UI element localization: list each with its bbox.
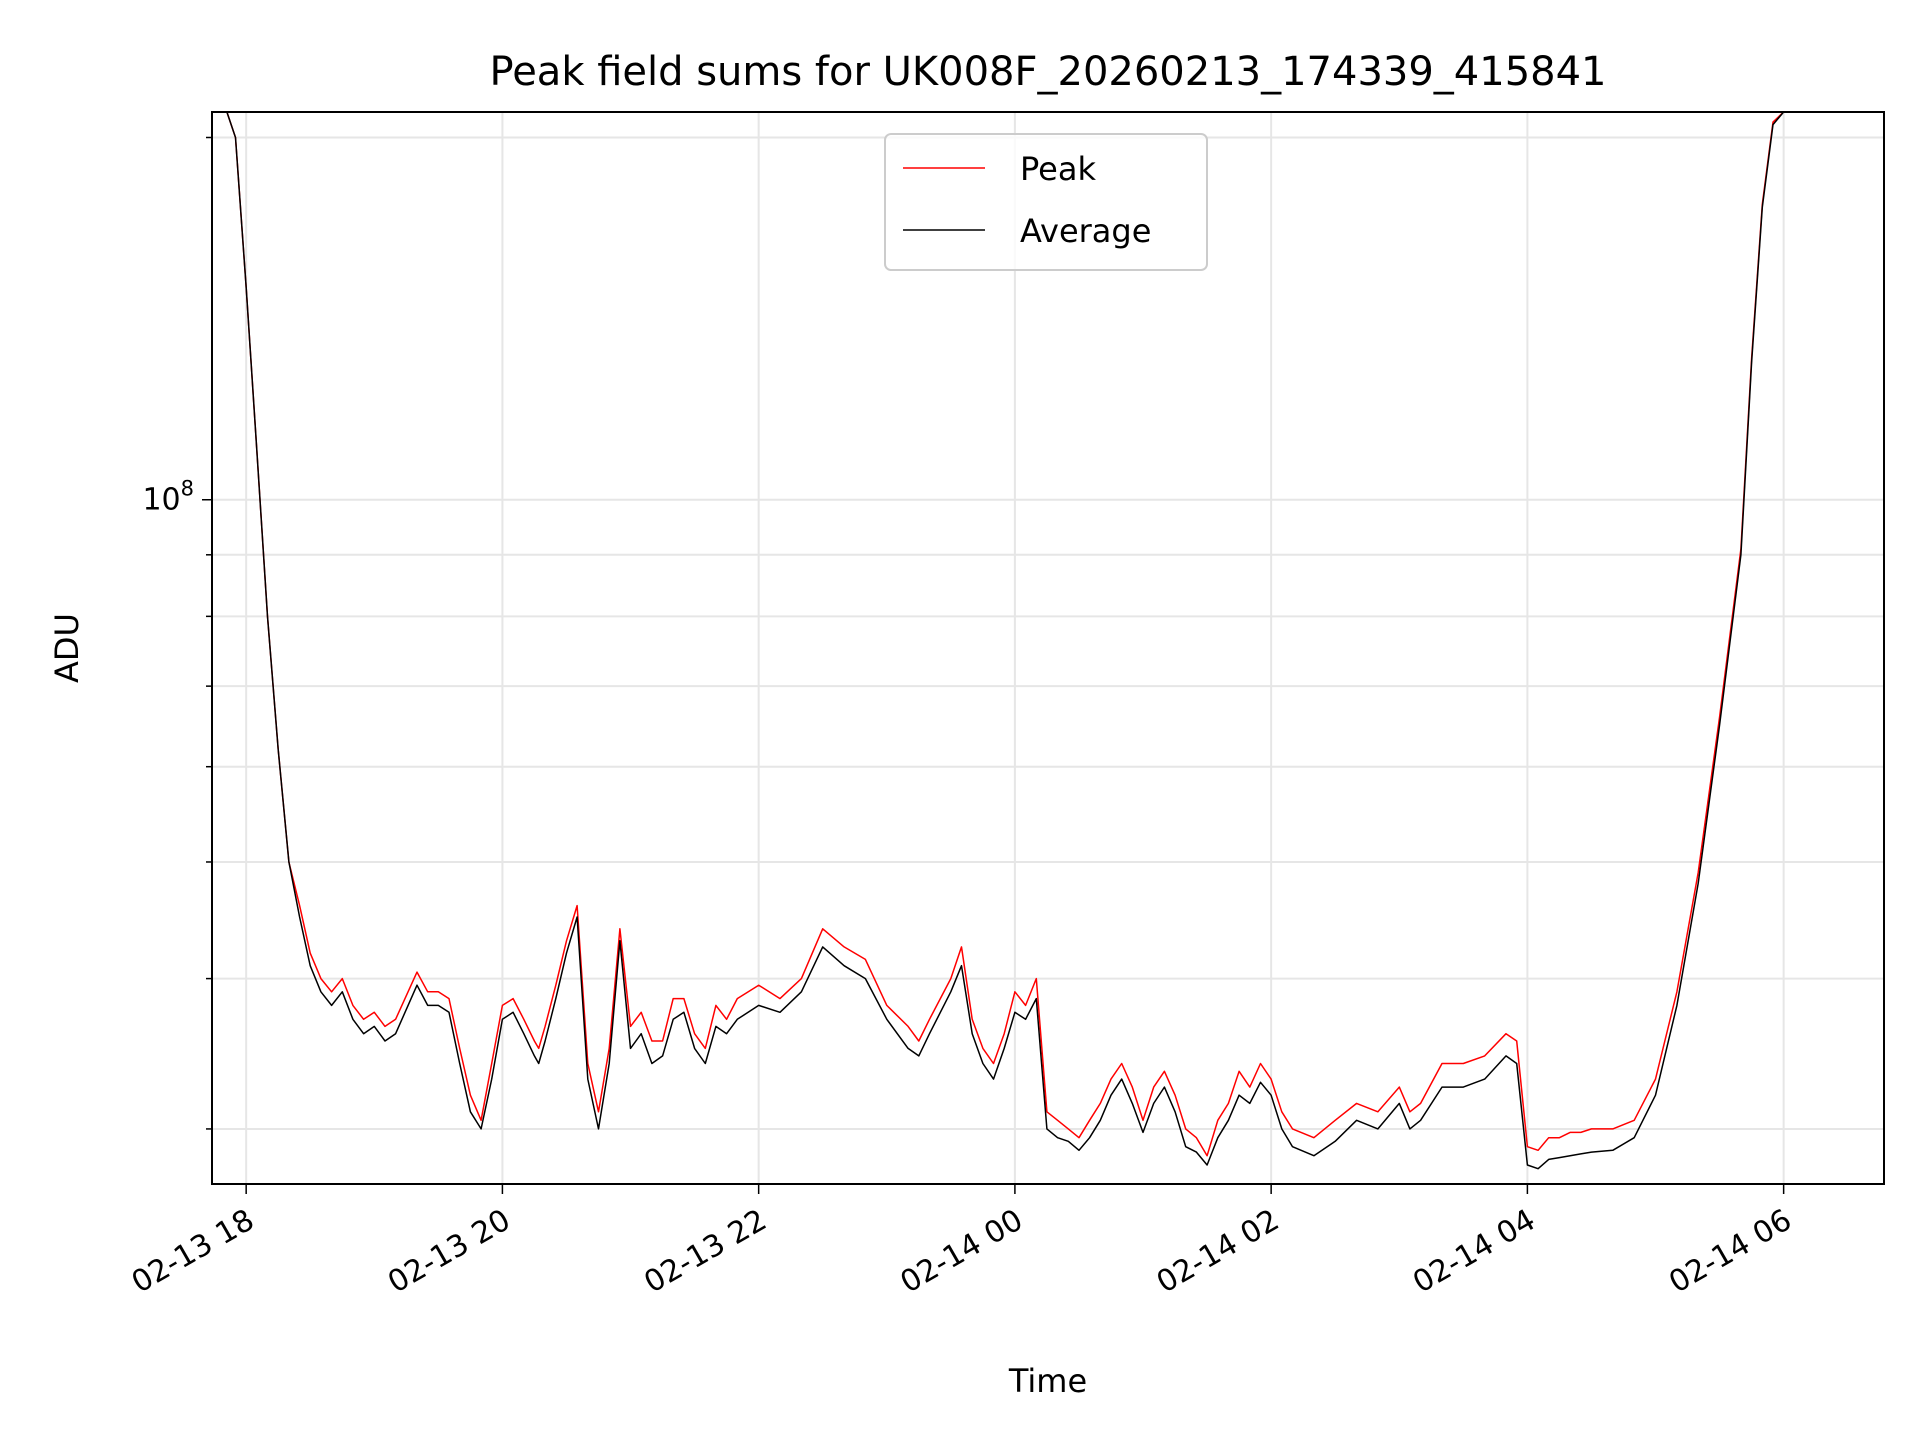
plot-frame — [211, 111, 1885, 1185]
series-line-peak — [212, 112, 1795, 1157]
legend-label-peak: Peak — [1020, 150, 1096, 188]
x-axis-title: Time — [1008, 1362, 1087, 1400]
chart-title: Peak field sums for UK008F_20260213_1743… — [490, 49, 1607, 95]
series-layer — [212, 112, 1795, 1170]
y-axis: 108 — [142, 136, 212, 1130]
y-axis-title: ADU — [48, 613, 86, 683]
legend: Peak Average — [884, 133, 1208, 271]
series-line-average — [212, 112, 1795, 1170]
legend-label-average: Average — [1020, 212, 1151, 250]
y-tick-label: 108 — [142, 477, 194, 518]
